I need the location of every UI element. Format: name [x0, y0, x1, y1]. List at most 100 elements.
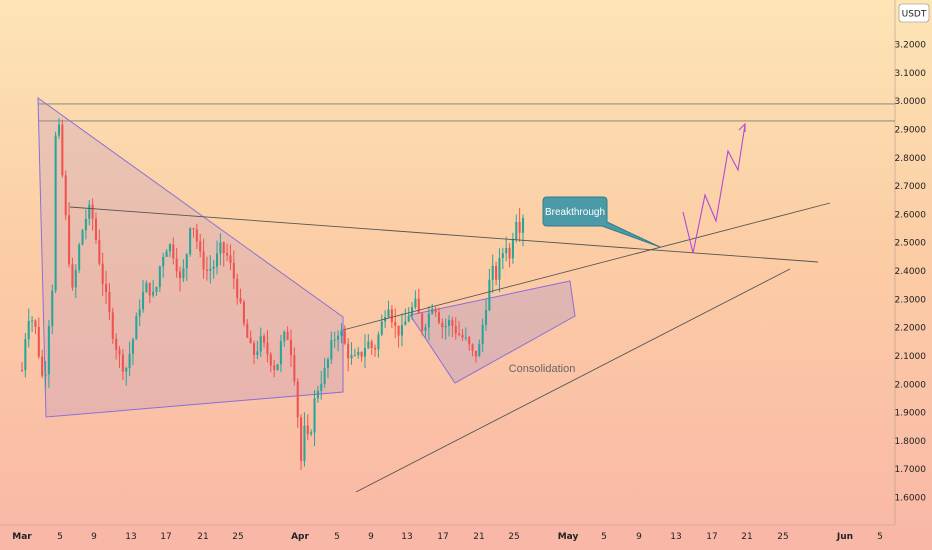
- candle-body: [209, 268, 212, 271]
- candle-89: [320, 370, 323, 400]
- x-tick-label-22: 5: [877, 532, 883, 542]
- candle-body: [178, 271, 182, 279]
- candle-body: [155, 287, 158, 292]
- candle-29: [118, 346, 121, 368]
- candle-27: [111, 307, 114, 344]
- y-tick-label-6: 2.6000: [895, 210, 927, 220]
- candle-45: [172, 237, 175, 265]
- candle-40: [155, 286, 158, 296]
- candle-body: [394, 322, 397, 326]
- candle-body: [464, 337, 467, 339]
- candle-body: [417, 298, 420, 314]
- candle-135: [474, 350, 477, 363]
- candle-130: [458, 321, 461, 337]
- candle-body: [74, 269, 77, 288]
- candle-16: [74, 264, 77, 299]
- candle-24: [101, 252, 104, 297]
- candle-body: [24, 339, 27, 371]
- candle-body: [495, 265, 498, 280]
- candle-97: [347, 338, 350, 372]
- candle-body: [249, 337, 252, 344]
- candle-8: [47, 319, 50, 388]
- candle-58: [215, 240, 219, 275]
- candle-body: [20, 370, 24, 372]
- candle-body: [31, 320, 34, 322]
- candle-body: [320, 383, 323, 391]
- candle-72: [263, 333, 266, 348]
- candle-87: [313, 390, 316, 447]
- candle-70: [256, 340, 259, 360]
- candle-body: [64, 175, 67, 216]
- candle-body: [111, 312, 114, 339]
- candle-99: [353, 348, 356, 357]
- candle-body: [474, 350, 477, 357]
- candle-11: [57, 118, 61, 139]
- candle-122: [431, 303, 434, 315]
- candle-71: [259, 327, 262, 357]
- candle-75: [273, 359, 276, 378]
- candle-body: [118, 349, 121, 355]
- candle-body: [424, 327, 427, 331]
- candle-78: [283, 330, 286, 347]
- currency-label: USDT: [902, 10, 927, 20]
- candle-body: [441, 322, 444, 328]
- candle-19: [84, 209, 87, 240]
- x-tick-label-5: 21: [197, 532, 208, 542]
- candle-body: [135, 316, 138, 340]
- candle-73: [266, 330, 269, 363]
- candle-body: [202, 251, 205, 270]
- y-tick-label-16: 1.6000: [895, 494, 927, 504]
- candle-129: [454, 317, 457, 340]
- candle-body: [498, 258, 501, 280]
- candle-33: [131, 337, 134, 366]
- candle-body: [387, 309, 390, 318]
- candle-35: [138, 299, 141, 327]
- annotations-layer: Breakthrough Consolidation: [509, 196, 661, 375]
- candle-body: [222, 242, 225, 253]
- candle-body: [437, 312, 440, 323]
- candle-5: [37, 317, 40, 359]
- candle-body: [158, 266, 161, 288]
- candle-149: [521, 214, 525, 247]
- candle-111: [394, 308, 397, 339]
- candle-63: [232, 250, 235, 290]
- candle-body: [447, 320, 451, 326]
- candle-body: [293, 354, 296, 382]
- candle-10: [54, 131, 57, 294]
- candle-body: [337, 335, 340, 340]
- candle-body: [27, 320, 30, 340]
- y-tick-label-15: 1.7000: [895, 465, 927, 475]
- candle-body: [360, 351, 363, 357]
- candle-102: [363, 334, 367, 369]
- candle-26: [108, 282, 111, 321]
- y-tick-label-0: 3.2000: [895, 41, 927, 51]
- ascending-support-line: [355, 268, 791, 493]
- candle-body: [488, 279, 491, 311]
- candle-body: [269, 354, 272, 366]
- candle-123: [434, 306, 437, 317]
- x-tick-label-9: 9: [368, 532, 374, 542]
- candle-53: [199, 233, 202, 258]
- projected-path-arrowhead: [738, 122, 746, 132]
- candle-22: [94, 212, 98, 244]
- candle-112: [397, 325, 400, 348]
- candle-body: [44, 374, 47, 376]
- grid-layer: [38, 103, 895, 122]
- candle-86: [310, 429, 313, 437]
- candle-43: [165, 249, 168, 257]
- candle-37: [145, 280, 148, 293]
- candle-128: [451, 316, 454, 337]
- candle-94: [337, 330, 340, 352]
- candle-body: [71, 264, 74, 288]
- x-tick-label-3: 13: [125, 532, 136, 542]
- candle-body: [78, 244, 81, 270]
- falling-wedge-pattern: [37, 97, 344, 418]
- candle-56: [209, 255, 212, 284]
- candle-body: [276, 364, 279, 370]
- trendlines-layer: [69, 122, 831, 493]
- candle-body: [377, 334, 380, 350]
- candle-3: [31, 316, 34, 332]
- candle-20: [88, 200, 91, 226]
- candle-60: [222, 241, 225, 267]
